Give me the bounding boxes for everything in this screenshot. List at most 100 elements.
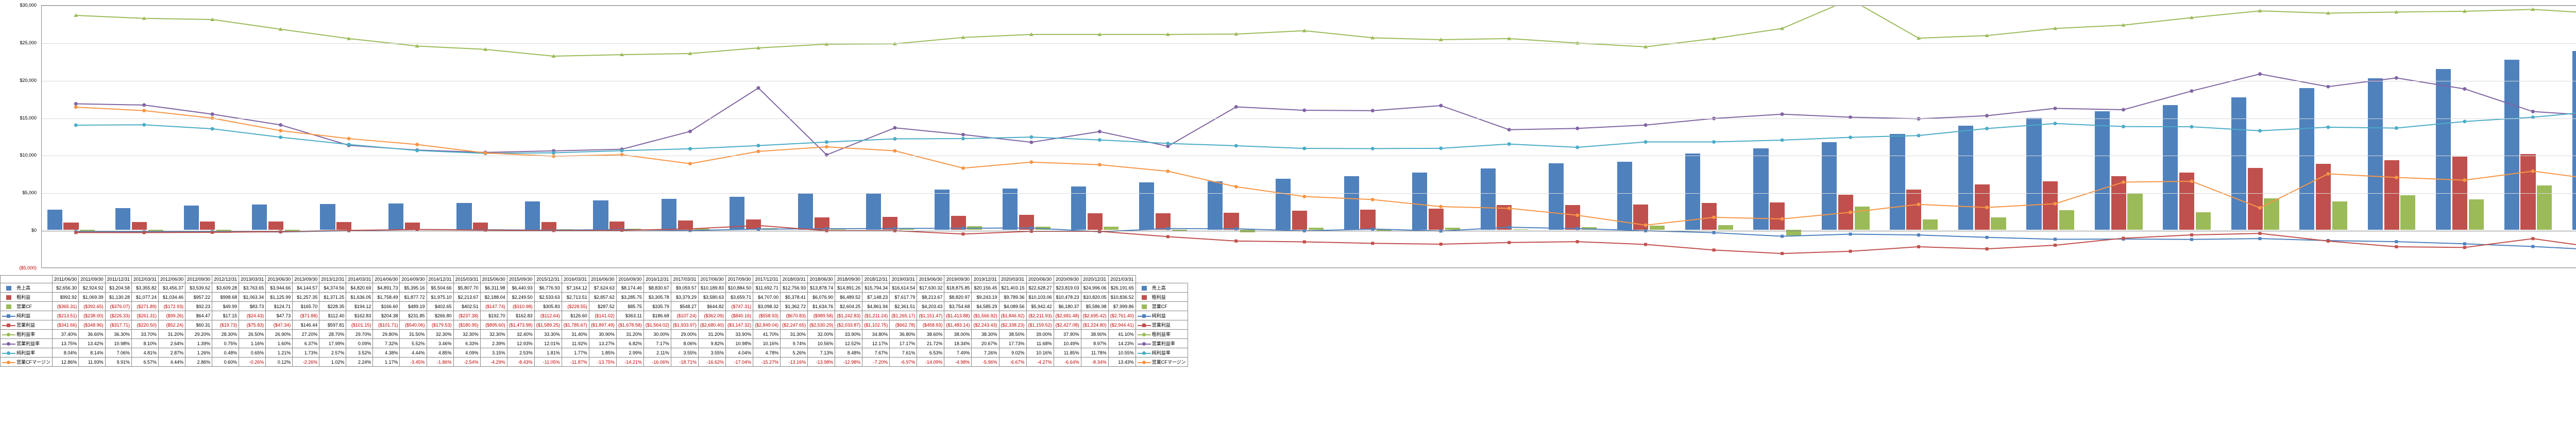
cell: $5,586.98 bbox=[1081, 302, 1108, 311]
series-label: 営業CF bbox=[1, 302, 53, 311]
bar-営業CF bbox=[899, 229, 914, 230]
bar-粗利益 bbox=[2520, 154, 2535, 230]
bar-売上高 bbox=[593, 200, 608, 230]
bar-粗利益 bbox=[883, 217, 897, 230]
cell: ($141.02) bbox=[589, 311, 616, 320]
cell: $17,630.32 bbox=[917, 283, 944, 293]
bar-売上高 bbox=[115, 208, 130, 230]
cell: $47.73 bbox=[266, 311, 293, 320]
cell: 12.17% bbox=[862, 339, 890, 348]
cell: $4,203.43 bbox=[917, 302, 944, 311]
cell: 32.30% bbox=[427, 330, 453, 339]
category bbox=[42, 6, 110, 267]
bar-売上高 bbox=[2504, 60, 2519, 230]
category bbox=[110, 6, 178, 267]
series-label: 粗利益 bbox=[1, 293, 53, 302]
cell: $6,489.52 bbox=[835, 293, 862, 302]
data-table: 2011/06/302011/09/302011/12/312012/03/31… bbox=[0, 275, 1188, 367]
col-header: 2012/03/31 bbox=[132, 276, 159, 283]
col-header: 2014/03/31 bbox=[346, 276, 373, 283]
cell: $6,180.37 bbox=[1054, 302, 1081, 311]
cell: $4,144.57 bbox=[293, 283, 319, 293]
left-axis: ($5,000)$0$5,000$10,000$15,000$20,000$25… bbox=[0, 5, 39, 268]
cell: $3,379.29 bbox=[671, 293, 698, 302]
cell: $3,456.37 bbox=[159, 283, 185, 293]
series-label: 売上高 bbox=[1, 283, 53, 293]
cell: ($19.73) bbox=[212, 320, 239, 330]
bar-粗利益 bbox=[2043, 181, 2058, 230]
cell: 1.60% bbox=[266, 339, 293, 348]
cell: 10.16% bbox=[1026, 348, 1054, 358]
cell: 11.85% bbox=[1054, 348, 1081, 358]
cell: $162.83 bbox=[507, 311, 534, 320]
cell: 0.09% bbox=[346, 339, 373, 348]
cell: ($1,846.92) bbox=[999, 311, 1026, 320]
cell: $1,877.72 bbox=[400, 293, 427, 302]
bar-粗利益 bbox=[1156, 213, 1171, 230]
bar-売上高 bbox=[525, 201, 540, 230]
col-header: 2013/09/30 bbox=[293, 276, 319, 283]
cell: -7.20% bbox=[862, 358, 890, 367]
cell: ($840.16) bbox=[726, 311, 753, 320]
cell: ($107.24) bbox=[671, 311, 698, 320]
cell: 31.30% bbox=[781, 330, 808, 339]
cell: $2,857.62 bbox=[589, 293, 616, 302]
table-row: 粗利益率37.40%36.60%36.30%33.70%31.20%29.20%… bbox=[1, 330, 1188, 339]
plot bbox=[42, 6, 2576, 267]
cell: $4,089.56 bbox=[999, 302, 1026, 311]
cell: $23,819.03 bbox=[1054, 283, 1081, 293]
bar-粗利益 bbox=[1975, 184, 1990, 230]
cell: ($2,761.40) bbox=[1108, 311, 1136, 320]
bar-営業CF bbox=[1104, 227, 1118, 230]
col-header: 2015/06/30 bbox=[480, 276, 507, 283]
cell: $165.70 bbox=[293, 302, 319, 311]
cell: $305.83 bbox=[534, 302, 562, 311]
cell: $1,125.99 bbox=[266, 293, 293, 302]
cell: $10,884.50 bbox=[726, 283, 753, 293]
category bbox=[2158, 6, 2226, 267]
cell: ($1,151.47) bbox=[917, 311, 944, 320]
cell: $3,305.78 bbox=[643, 293, 671, 302]
cell: 17.99% bbox=[319, 339, 346, 348]
cell: 2.87% bbox=[159, 348, 185, 358]
cell: 7.61% bbox=[890, 348, 917, 358]
cell: 10.98% bbox=[105, 339, 131, 348]
bar-粗利益 bbox=[1224, 213, 1239, 230]
bar-売上高 bbox=[1344, 176, 1359, 230]
bar-粗利益 bbox=[678, 220, 693, 230]
cell: ($2,211.93) bbox=[1026, 311, 1054, 320]
cell: $4,374.56 bbox=[319, 283, 346, 293]
cell: ($71.88) bbox=[293, 311, 319, 320]
cell: $3,754.68 bbox=[944, 302, 972, 311]
series-label-right: 純利益 bbox=[1136, 311, 1188, 320]
category bbox=[451, 6, 519, 267]
cell: -3.45% bbox=[400, 358, 427, 367]
cell: 31.50% bbox=[400, 330, 427, 339]
bar-売上高 bbox=[2368, 78, 2383, 230]
cell: ($2,247.65) bbox=[781, 320, 808, 330]
cell: ($147.74) bbox=[480, 302, 507, 311]
col-header: 2015/03/31 bbox=[453, 276, 480, 283]
bar-営業CF bbox=[762, 228, 777, 230]
col-header: 2017/06/30 bbox=[698, 276, 725, 283]
cell: 7.06% bbox=[105, 348, 131, 358]
left-tick: $15,000 bbox=[20, 115, 37, 121]
cell: 33.90% bbox=[726, 330, 753, 339]
cell: ($1,678.58) bbox=[616, 320, 643, 330]
category bbox=[929, 6, 997, 267]
bar-粗利益 bbox=[951, 216, 966, 230]
cell: ($228.55) bbox=[562, 302, 589, 311]
col-header: 2013/03/31 bbox=[239, 276, 266, 283]
cell: ($1,473.98) bbox=[507, 320, 534, 330]
cell: -4.98% bbox=[944, 358, 972, 367]
cell: -13.16% bbox=[781, 358, 808, 367]
cell: $1,758.49 bbox=[373, 293, 400, 302]
table-row: 売上高$2,656.30$2,924.92$3,204.58$3,355.82$… bbox=[1, 283, 1188, 293]
col-header: 2019/12/31 bbox=[972, 276, 999, 283]
cell: 1.26% bbox=[185, 348, 212, 358]
cell: 33.70% bbox=[132, 330, 159, 339]
bar-売上高 bbox=[320, 204, 335, 230]
col-header: 2017/09/30 bbox=[726, 276, 753, 283]
cell: 38.90% bbox=[1081, 330, 1108, 339]
cell: 31.20% bbox=[616, 330, 643, 339]
